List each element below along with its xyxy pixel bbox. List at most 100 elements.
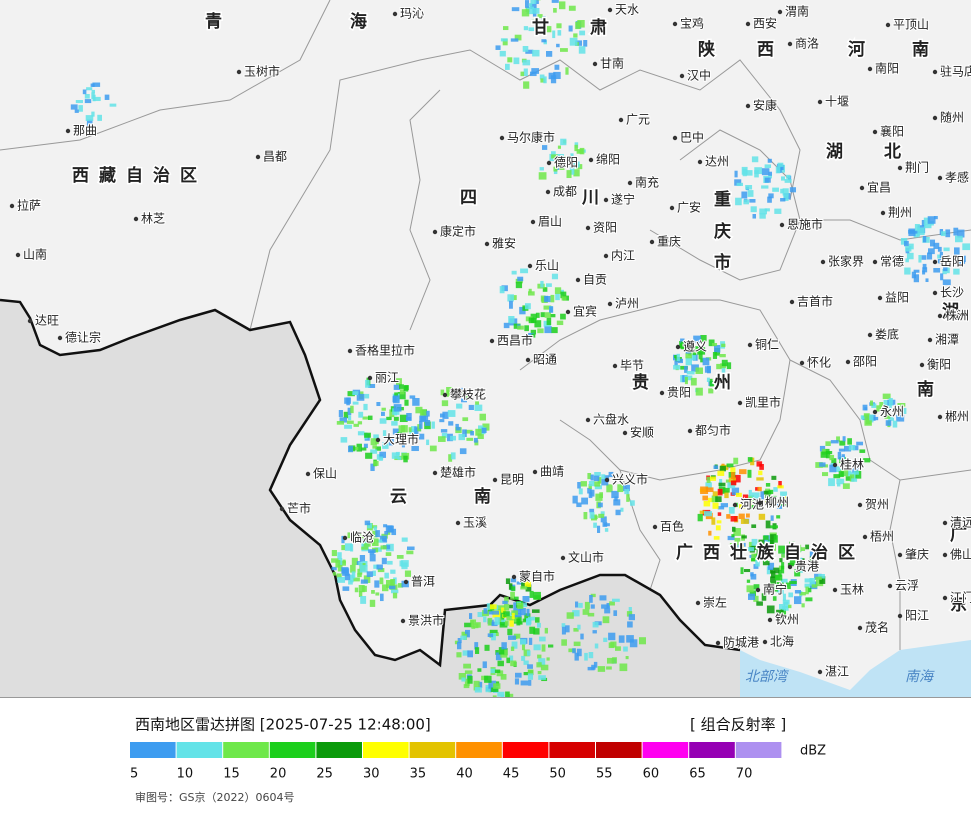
city-label: 常德: [880, 254, 904, 269]
province-label: 北: [884, 142, 911, 162]
echo-cell: [591, 604, 595, 608]
echo-cell: [380, 594, 384, 601]
echo-cell: [673, 365, 680, 370]
city-dot: [586, 418, 590, 422]
echo-cell: [376, 402, 380, 406]
echo-cell: [741, 535, 746, 538]
province-label: 湖: [826, 142, 853, 162]
echo-cell: [485, 645, 490, 651]
echo-cell: [490, 630, 498, 633]
city-label: 巴中: [680, 130, 704, 145]
scale-swatch: [596, 742, 642, 758]
echo-cell: [529, 638, 532, 645]
echo-cell: [600, 595, 607, 600]
city-dot: [650, 240, 654, 244]
scale-swatch: [177, 742, 223, 758]
echo-cell: [714, 536, 720, 540]
echo-cell: [598, 503, 603, 508]
echo-cell: [509, 301, 513, 309]
echo-cell: [597, 526, 600, 533]
echo-cell: [825, 441, 830, 446]
echo-cell: [821, 452, 828, 458]
echo-cell: [748, 190, 754, 197]
city-dot: [873, 260, 877, 264]
echo-cell: [863, 405, 868, 411]
city-dot: [16, 253, 20, 257]
city-dot: [698, 160, 702, 164]
water-label: 北部湾: [745, 669, 789, 685]
scale-label: 55: [596, 767, 613, 782]
echo-cell: [512, 613, 515, 619]
echo-cell: [456, 427, 461, 431]
echo-cell: [776, 515, 780, 518]
echo-cell: [365, 380, 370, 388]
city-label: 蒙自市: [519, 569, 555, 584]
echo-cell: [460, 636, 466, 640]
city-dot: [456, 521, 460, 525]
echo-cell: [450, 436, 456, 441]
echo-cell: [546, 283, 552, 287]
echo-cell: [544, 296, 550, 302]
city-label: 肇庆: [905, 547, 929, 562]
city-label: 贵阳: [667, 386, 691, 400]
echo-cell: [430, 446, 437, 452]
city-label: 眉山: [538, 215, 562, 229]
echo-cell: [532, 50, 539, 57]
echo-cell: [744, 569, 750, 572]
city-label: 昆明: [500, 473, 524, 487]
echo-cell: [432, 422, 435, 429]
echo-cell: [708, 531, 711, 536]
city-dot: [920, 363, 924, 367]
echo-cell: [546, 51, 552, 57]
echo-cell: [503, 26, 508, 30]
echo-cell: [352, 391, 358, 395]
echo-cell: [732, 527, 736, 532]
echo-cell: [839, 471, 844, 477]
city-label: 永州: [880, 405, 904, 419]
echo-cell: [945, 229, 950, 237]
echo-cell: [391, 590, 398, 594]
echo-cell: [547, 318, 552, 325]
echo-cell: [387, 526, 393, 533]
city-label: 芒市: [287, 501, 311, 516]
echo-cell: [367, 571, 373, 577]
city-label: 宜昌: [867, 180, 891, 195]
echo-cell: [412, 398, 419, 406]
echo-cell: [387, 561, 393, 565]
city-dot: [873, 410, 877, 414]
echo-cell: [598, 514, 604, 518]
city-dot: [490, 339, 494, 343]
echo-cell: [713, 352, 717, 359]
echo-cell: [402, 538, 408, 542]
echo-cell: [567, 612, 574, 618]
echo-cell: [475, 647, 479, 654]
echo-cell: [456, 652, 461, 657]
city-dot: [28, 319, 32, 323]
city-label: 孝感: [945, 170, 969, 185]
echo-cell: [365, 453, 372, 459]
city-dot: [768, 618, 772, 622]
city-label: 成都: [553, 185, 577, 199]
city-label: 北海: [770, 634, 794, 649]
echo-cell: [584, 653, 588, 661]
echo-cell: [483, 617, 486, 623]
city-dot: [938, 314, 942, 318]
echo-cell: [371, 590, 375, 594]
echo-cell: [851, 478, 857, 481]
echo-cell: [578, 603, 583, 608]
echo-cell: [382, 538, 386, 541]
echo-cell: [335, 560, 340, 568]
echo-cell: [542, 145, 547, 150]
city-label: 遵义: [683, 339, 707, 354]
province-label: 南: [474, 486, 501, 507]
echo-cell: [381, 412, 385, 416]
city-dot: [758, 501, 762, 505]
echo-cell: [544, 326, 551, 333]
echo-cell: [569, 6, 576, 11]
echo-cell: [714, 345, 720, 352]
echo-cell: [570, 38, 578, 46]
city-dot: [368, 376, 372, 380]
echo-cell: [593, 630, 597, 633]
echo-cell: [553, 72, 560, 79]
echo-cell: [348, 580, 353, 584]
